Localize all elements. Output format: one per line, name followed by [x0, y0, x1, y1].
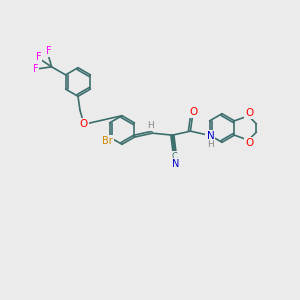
- Text: O: O: [245, 108, 253, 118]
- Text: F: F: [36, 52, 41, 62]
- Text: O: O: [80, 119, 88, 129]
- Text: N: N: [206, 131, 214, 141]
- Text: C: C: [171, 152, 177, 161]
- Text: F: F: [46, 46, 51, 56]
- Text: O: O: [189, 107, 197, 117]
- Text: H: H: [207, 140, 214, 148]
- Text: O: O: [245, 138, 253, 148]
- Text: Br: Br: [102, 136, 113, 146]
- Text: N: N: [172, 159, 179, 169]
- Text: H: H: [147, 121, 154, 130]
- Text: F: F: [33, 64, 38, 74]
